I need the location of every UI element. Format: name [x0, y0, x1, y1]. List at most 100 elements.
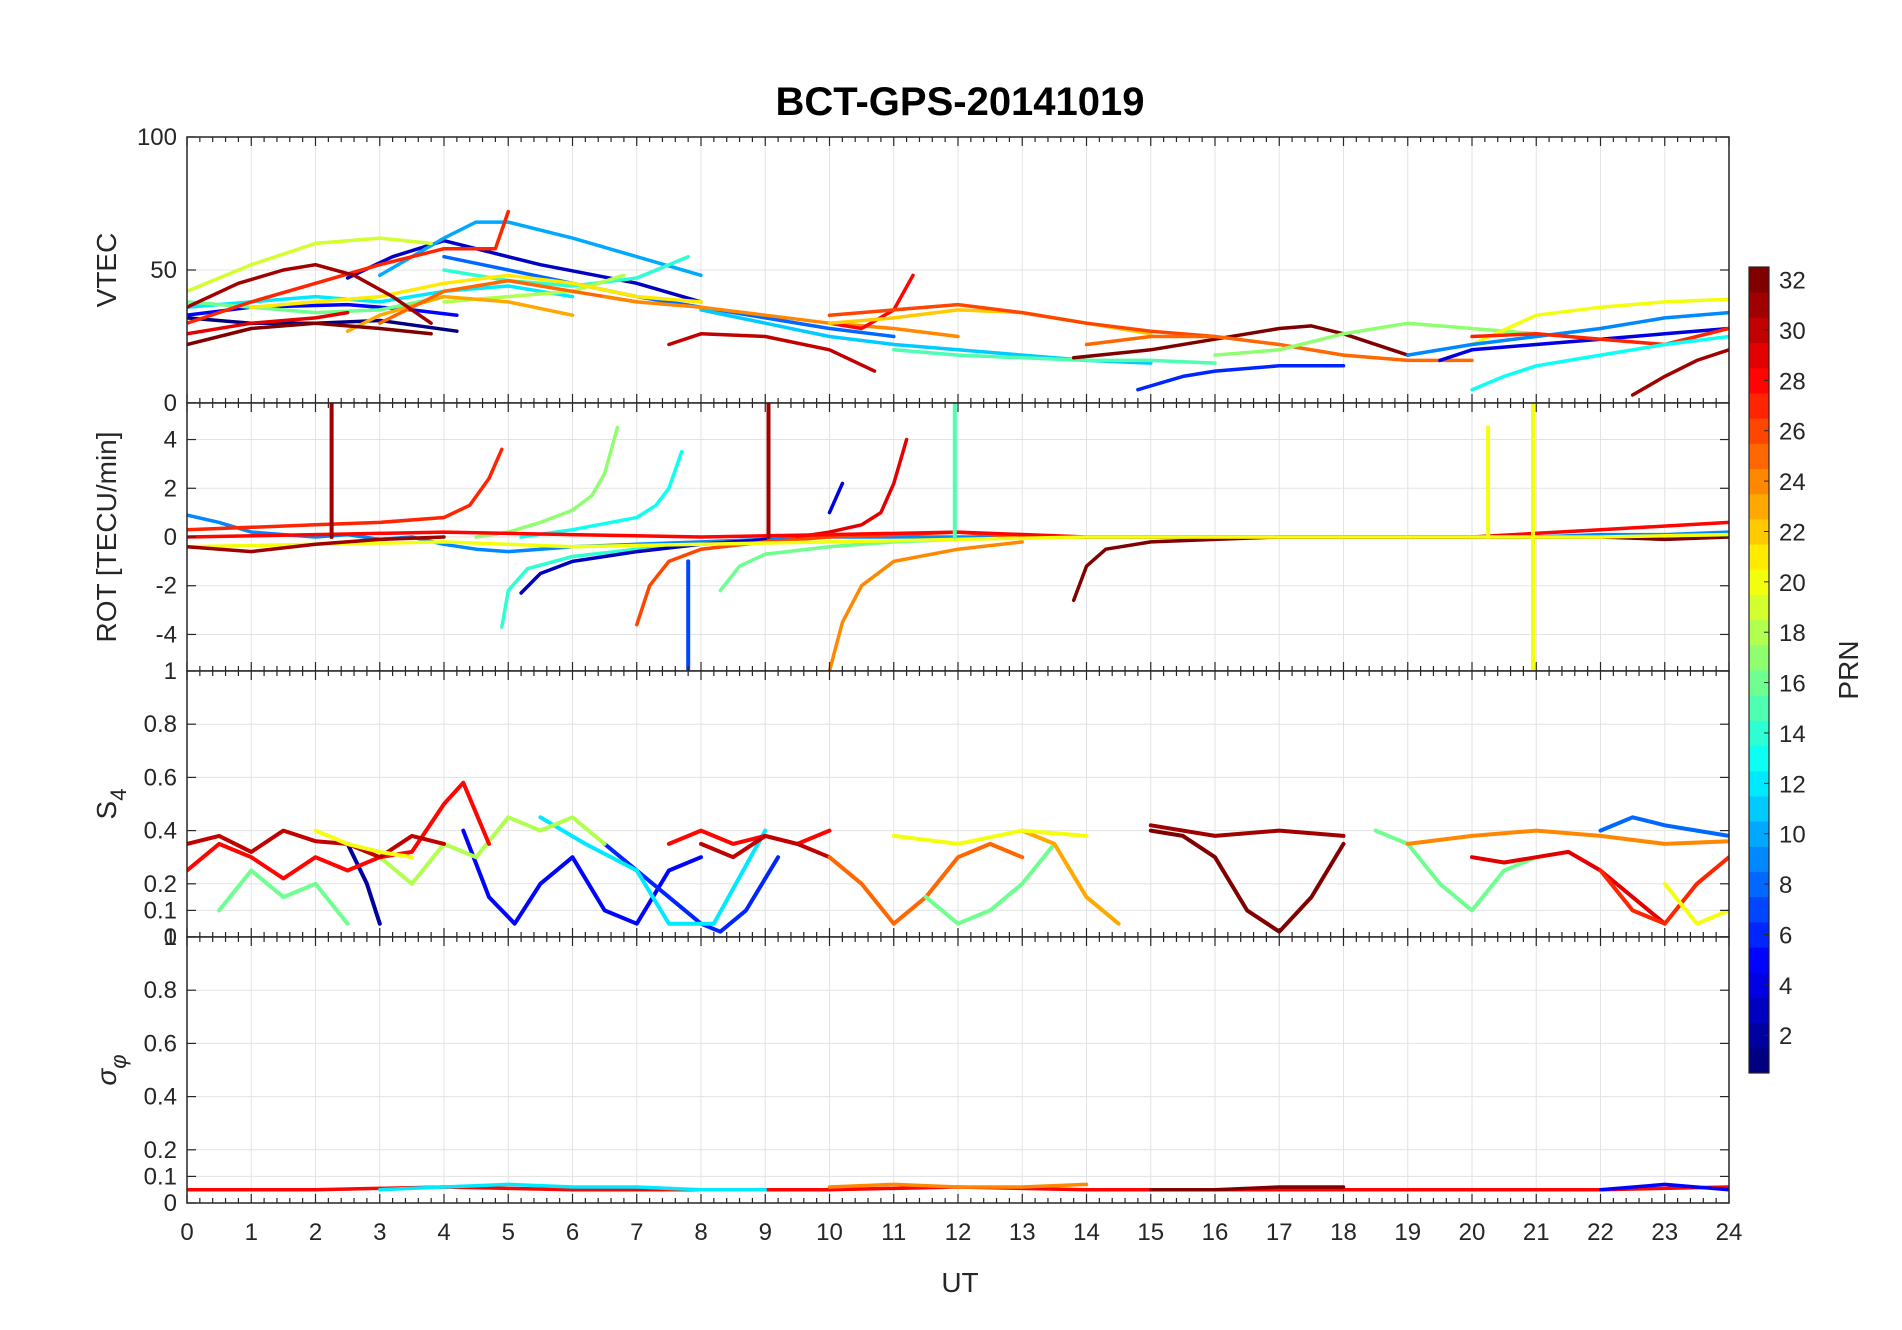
x-tick-label: 7: [630, 1219, 643, 1246]
colorbar-tick-label: 22: [1779, 519, 1806, 546]
colorbar-segment: [1749, 795, 1769, 822]
x-tick-label: 23: [1651, 1219, 1678, 1246]
series-line-prn-30: [187, 828, 446, 860]
series-line-prn-12: [538, 815, 768, 926]
y-tick-label: 0.1: [144, 1163, 177, 1190]
y-ticks: -4 -2 0 2 4: [156, 427, 1729, 648]
x-tick-label: 18: [1330, 1219, 1357, 1246]
x-ticks: [186, 403, 1730, 671]
colorbar-segment: [1749, 972, 1769, 998]
series-line-prn-20: [1662, 881, 1729, 926]
y-tick-label: 1: [164, 658, 177, 685]
series-line-prn-18: [345, 815, 607, 886]
x-tick-label: 21: [1523, 1219, 1550, 1246]
y-axis-label: ROT [TECU/min]: [91, 431, 122, 642]
x-ticks: [186, 137, 1730, 403]
colorbar-segment: [1749, 1047, 1769, 1074]
x-tick-label: 19: [1394, 1219, 1421, 1246]
panel-vtec: 0 50 100 VTEC: [91, 124, 1730, 417]
series-line-prn-31: [1148, 823, 1346, 838]
panel-rot: -4 -2 0 2 4 ROT [TECU/min]: [91, 402, 1730, 672]
colorbar-segment: [1749, 443, 1769, 469]
x-tick-label: 6: [566, 1219, 579, 1246]
colorbar-segment: [1749, 871, 1769, 898]
series-line-prn-30: [667, 332, 877, 373]
x-tick-label: 14: [1073, 1219, 1100, 1246]
x-tick-label: 16: [1202, 1219, 1229, 1246]
colorbar-segment: [1749, 569, 1769, 595]
colorbar-segment: [1749, 947, 1769, 973]
y-tick-label: 0: [164, 390, 177, 417]
series-line-prn-21: [249, 273, 703, 309]
colorbar-segment: [1749, 292, 1769, 318]
y-tick-label: 0: [164, 524, 177, 551]
y-tick-label: 0.2: [144, 871, 177, 898]
series-line-prn-27: [1470, 326, 1729, 347]
series-line-prn-19: [187, 236, 433, 294]
series-line-prn-24: [827, 1182, 1089, 1189]
colorbar-tick-label: 12: [1779, 771, 1806, 798]
x-ticks: [186, 671, 1730, 937]
chart-title: BCT-GPS-20141019: [775, 80, 1144, 124]
x-tick-label: 13: [1009, 1219, 1036, 1246]
colorbar-tick-label: 32: [1779, 268, 1806, 295]
colorbar-segment: [1749, 342, 1769, 369]
colorbar-segment: [1749, 695, 1769, 721]
colorbar-segment: [1749, 670, 1769, 696]
series-line-prn-9: [1406, 310, 1729, 357]
series-line-prn-27: [1598, 855, 1729, 926]
y-tick-label: 0.6: [144, 764, 177, 791]
colorbar-tick-label: 10: [1779, 822, 1806, 849]
colorbar-segment: [1749, 317, 1769, 344]
series-line-prn-13: [519, 449, 684, 539]
colorbar-segment: [1749, 468, 1769, 495]
y-ticks: 00.10.2 0.4 0.6 0.8 1: [144, 658, 1729, 951]
y-tick-label: 1: [164, 924, 177, 951]
series-line-prn-25: [1084, 334, 1474, 363]
y-tick-label: 4: [164, 427, 177, 454]
colorbar-segment: [1749, 493, 1769, 520]
series-line-prn-16: [1373, 828, 1539, 913]
series-group: [187, 780, 1729, 934]
y-axis-label: σφ: [91, 1054, 131, 1085]
colorbar-tick-label: 14: [1779, 721, 1806, 748]
series-line-prn-24: [602, 294, 960, 339]
series-line-prn-20: [1470, 297, 1729, 347]
series-line-prn-4: [1438, 326, 1729, 363]
colorbar-tick-label: 8: [1779, 872, 1792, 899]
series-line-prn-23: [345, 294, 575, 333]
series-line-prn-31: [187, 535, 446, 554]
x-tick-label: 3: [373, 1219, 386, 1246]
x-tick-label: 9: [759, 1219, 772, 1246]
colorbar-tick-label: 28: [1779, 368, 1806, 395]
series-line-prn-30: [699, 833, 832, 860]
series-line-prn-13: [1470, 334, 1729, 392]
series-line-prn-27: [187, 209, 511, 325]
series-line-prn-4: [827, 481, 845, 515]
x-tick-label: 5: [502, 1219, 515, 1246]
series-group: [187, 209, 1729, 397]
x-tick-label: 2: [309, 1219, 322, 1246]
series-line-prn-10: [378, 220, 703, 278]
colorbar-frame: [1748, 266, 1770, 1074]
x-ticks: [186, 937, 1730, 1203]
series-line-prn-24: [827, 540, 1024, 671]
x-tick-label: 0: [180, 1219, 193, 1246]
series-line-prn-32: [1148, 828, 1346, 934]
colorbar-segment: [1749, 518, 1769, 545]
series-line-prn-31: [187, 262, 433, 325]
series-line-prn-5: [1598, 1182, 1729, 1192]
colorbar-tick-label: 24: [1779, 469, 1806, 496]
y-tick-label: 100: [137, 124, 177, 151]
x-tick-label: 10: [816, 1219, 843, 1246]
colorbar-segment: [1749, 896, 1769, 923]
y-tick-label: -4: [156, 621, 177, 648]
colorbar-segment: [1749, 770, 1769, 797]
y-tick-label: 0: [164, 1190, 177, 1217]
series-line-prn-2: [345, 841, 382, 926]
series-line-prn-20: [891, 828, 1089, 846]
colorbar-segment: [1749, 821, 1769, 847]
colorbar-segment: [1749, 720, 1769, 747]
